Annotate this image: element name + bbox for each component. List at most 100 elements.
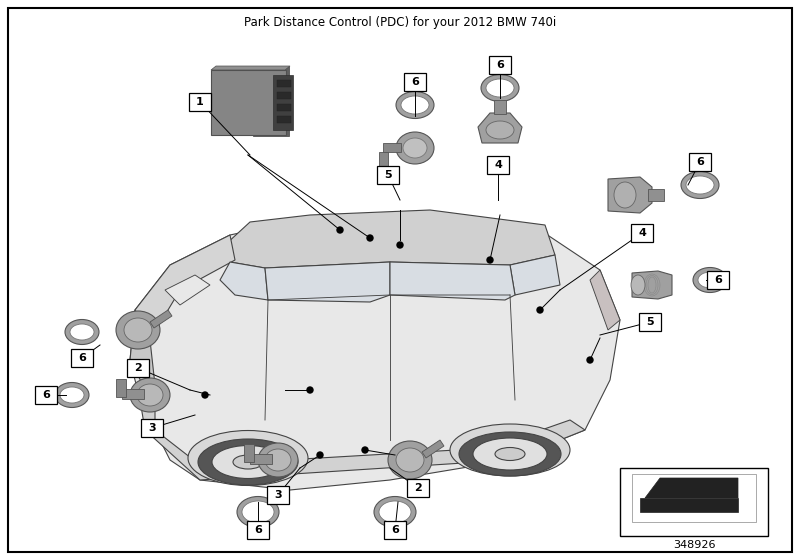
- Bar: [122, 389, 144, 399]
- Circle shape: [202, 392, 208, 398]
- Ellipse shape: [116, 311, 160, 349]
- Ellipse shape: [459, 432, 561, 476]
- Bar: [632, 474, 756, 522]
- Ellipse shape: [242, 501, 274, 523]
- Bar: [244, 444, 254, 462]
- Bar: [620, 468, 768, 536]
- Polygon shape: [150, 310, 172, 328]
- Ellipse shape: [237, 497, 279, 528]
- Ellipse shape: [70, 324, 94, 340]
- Polygon shape: [211, 66, 290, 70]
- Polygon shape: [640, 498, 738, 512]
- Polygon shape: [253, 66, 289, 136]
- Text: 6: 6: [714, 275, 722, 285]
- Text: 4: 4: [494, 160, 502, 170]
- Circle shape: [307, 387, 313, 393]
- Ellipse shape: [631, 275, 645, 295]
- Bar: [277, 116, 291, 123]
- Circle shape: [337, 227, 343, 233]
- Text: 6: 6: [42, 390, 50, 400]
- Polygon shape: [645, 478, 738, 498]
- Bar: [277, 104, 291, 111]
- Bar: [277, 80, 291, 87]
- Polygon shape: [608, 177, 652, 213]
- Bar: [116, 379, 126, 397]
- Ellipse shape: [379, 501, 411, 523]
- Circle shape: [537, 307, 543, 313]
- Ellipse shape: [698, 272, 722, 288]
- Ellipse shape: [396, 448, 424, 472]
- Text: 6: 6: [254, 525, 262, 535]
- Bar: [489, 56, 511, 74]
- Polygon shape: [135, 235, 235, 340]
- Polygon shape: [225, 210, 555, 268]
- Polygon shape: [478, 113, 522, 143]
- Ellipse shape: [401, 96, 429, 114]
- Ellipse shape: [388, 441, 432, 479]
- Polygon shape: [265, 262, 390, 302]
- Bar: [487, 156, 509, 174]
- Bar: [648, 189, 664, 201]
- Bar: [631, 224, 653, 242]
- Ellipse shape: [495, 447, 525, 460]
- Bar: [189, 93, 211, 111]
- Text: 4: 4: [638, 228, 646, 238]
- Bar: [383, 143, 401, 152]
- Text: 6: 6: [78, 353, 86, 363]
- Ellipse shape: [265, 449, 291, 471]
- Polygon shape: [510, 255, 560, 295]
- Bar: [127, 359, 149, 377]
- Polygon shape: [165, 275, 210, 305]
- Bar: [404, 73, 426, 91]
- Bar: [377, 166, 399, 184]
- Text: 6: 6: [411, 77, 419, 87]
- Ellipse shape: [212, 446, 284, 478]
- Ellipse shape: [614, 182, 636, 208]
- Ellipse shape: [258, 443, 298, 477]
- Ellipse shape: [60, 387, 84, 403]
- Ellipse shape: [403, 138, 427, 158]
- Bar: [267, 486, 289, 504]
- Polygon shape: [145, 420, 585, 480]
- Ellipse shape: [681, 171, 719, 198]
- Text: 5: 5: [384, 170, 392, 180]
- Bar: [384, 521, 406, 539]
- Polygon shape: [422, 440, 444, 458]
- Circle shape: [487, 257, 493, 263]
- Bar: [71, 349, 93, 367]
- Bar: [277, 92, 291, 99]
- Bar: [379, 152, 388, 166]
- Text: 2: 2: [134, 363, 142, 373]
- Ellipse shape: [686, 176, 714, 194]
- Bar: [247, 521, 269, 539]
- Bar: [494, 100, 506, 114]
- Bar: [250, 454, 272, 464]
- Polygon shape: [140, 385, 155, 430]
- Circle shape: [362, 447, 368, 453]
- Ellipse shape: [450, 424, 570, 476]
- Circle shape: [587, 357, 593, 363]
- Text: 5: 5: [646, 317, 654, 327]
- Text: 1: 1: [196, 97, 204, 107]
- Bar: [407, 479, 429, 497]
- Ellipse shape: [233, 455, 263, 469]
- Text: 3: 3: [148, 423, 156, 433]
- Text: 6: 6: [496, 60, 504, 70]
- Polygon shape: [130, 215, 620, 490]
- Polygon shape: [632, 271, 672, 299]
- Ellipse shape: [473, 438, 547, 470]
- Ellipse shape: [693, 268, 727, 292]
- Polygon shape: [220, 262, 268, 300]
- Ellipse shape: [65, 320, 99, 344]
- Text: 3: 3: [274, 490, 282, 500]
- Circle shape: [397, 242, 403, 248]
- Ellipse shape: [124, 318, 152, 342]
- Ellipse shape: [130, 378, 170, 412]
- Bar: [141, 419, 163, 437]
- Circle shape: [317, 452, 323, 458]
- Ellipse shape: [486, 121, 514, 139]
- Ellipse shape: [374, 497, 416, 528]
- Circle shape: [367, 235, 373, 241]
- Text: 6: 6: [391, 525, 399, 535]
- Ellipse shape: [396, 91, 434, 119]
